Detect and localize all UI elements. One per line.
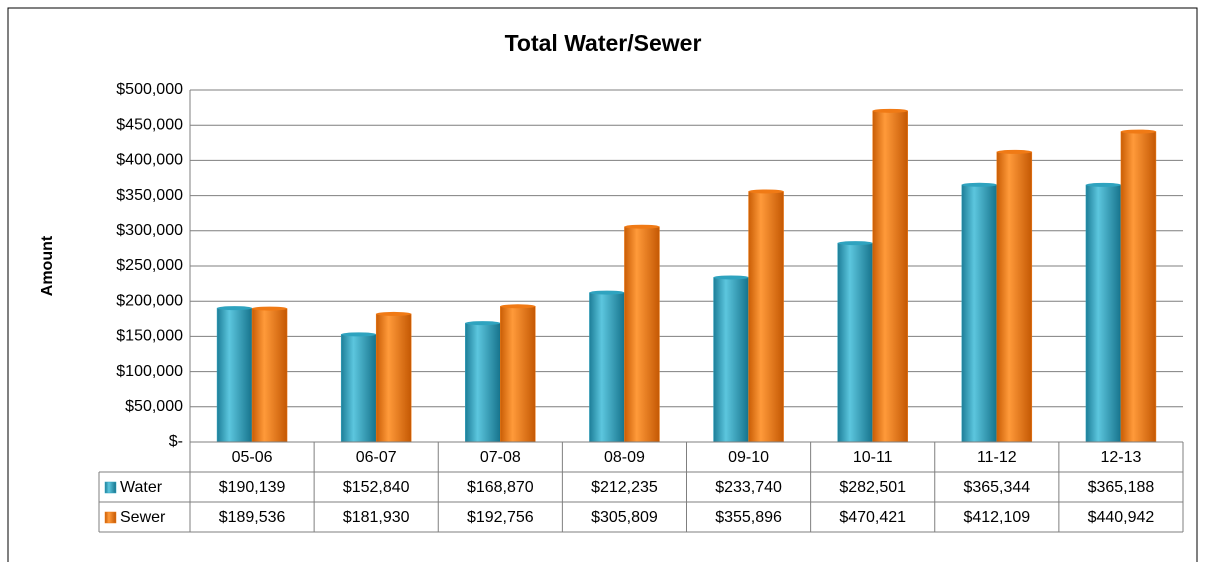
table-value: $189,536 [219,509,286,526]
bar-top [500,304,536,309]
table-value: $355,896 [715,509,782,526]
bar [465,322,501,443]
x-tick-label: 07-08 [480,449,521,466]
bar-top [748,189,784,194]
table-value: $192,756 [467,509,534,526]
y-tick-label: $100,000 [116,363,183,380]
y-tick-label: $450,000 [116,116,183,133]
bar-top [341,332,377,337]
bar [1120,131,1157,443]
bar [837,242,873,443]
y-tick-label: $500,000 [116,81,183,98]
bar [589,292,625,443]
bar-top [713,275,749,280]
y-tick-label: $- [169,433,183,450]
bar [216,307,253,443]
y-axis-label: Amount [39,235,56,296]
bar [996,151,1033,443]
table-value: $440,942 [1088,509,1155,526]
y-tick-label: $200,000 [116,292,183,309]
legend-label: Water [120,479,163,496]
bar-top [1085,182,1121,187]
table-value: $233,740 [715,479,782,496]
bar [500,306,536,443]
x-tick-label: 11-12 [977,449,1017,466]
bar [624,226,660,443]
bar [872,110,908,443]
bar-top [837,241,873,246]
x-tick-label: 10-11 [853,449,893,466]
bar-top [376,311,412,316]
table-value: $212,235 [591,479,658,496]
x-tick-label: 08-09 [604,449,645,466]
y-tick-label: $50,000 [125,398,183,415]
table-value: $190,139 [219,479,286,496]
legend-label: Sewer [120,509,166,526]
y-tick-label: $150,000 [116,328,183,345]
chart-title: Total Water/Sewer [505,30,702,56]
bar-top [961,182,997,187]
bar [251,308,288,443]
table-value: $412,109 [963,509,1030,526]
bar-top [217,306,253,311]
x-tick-label: 12-13 [1100,449,1141,466]
x-tick-label: 05-06 [232,449,273,466]
bar-top [872,108,908,113]
bar-top [252,306,288,311]
y-tick-label: $350,000 [116,187,183,204]
bar [340,334,377,443]
y-tick-label: $250,000 [116,257,183,274]
table-value: $365,344 [963,479,1030,496]
bar-top [996,149,1032,154]
bar [961,184,998,443]
bar-top [589,290,625,295]
legend-key [104,481,117,494]
legend-key [104,511,117,524]
table-value: $282,501 [839,479,906,496]
table-value: $168,870 [467,479,534,496]
bar [748,191,784,443]
y-tick-label: $400,000 [116,152,183,169]
x-tick-label: 09-10 [728,449,769,466]
bar [1085,184,1122,443]
bar-top [465,321,501,326]
y-tick-label: $300,000 [116,222,183,239]
bar [713,277,749,443]
table-value: $365,188 [1088,479,1155,496]
bar-top [624,224,660,229]
table-value: $470,421 [839,509,906,526]
table-value: $181,930 [343,509,410,526]
bar [375,313,412,443]
table-value: $152,840 [343,479,410,496]
bar-top [1120,129,1156,134]
table-value: $305,809 [591,509,658,526]
x-tick-label: 06-07 [356,449,397,466]
